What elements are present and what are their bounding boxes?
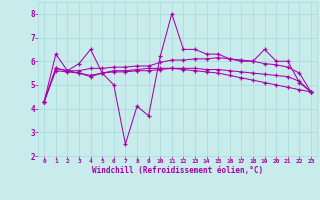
- X-axis label: Windchill (Refroidissement éolien,°C): Windchill (Refroidissement éolien,°C): [92, 166, 263, 175]
